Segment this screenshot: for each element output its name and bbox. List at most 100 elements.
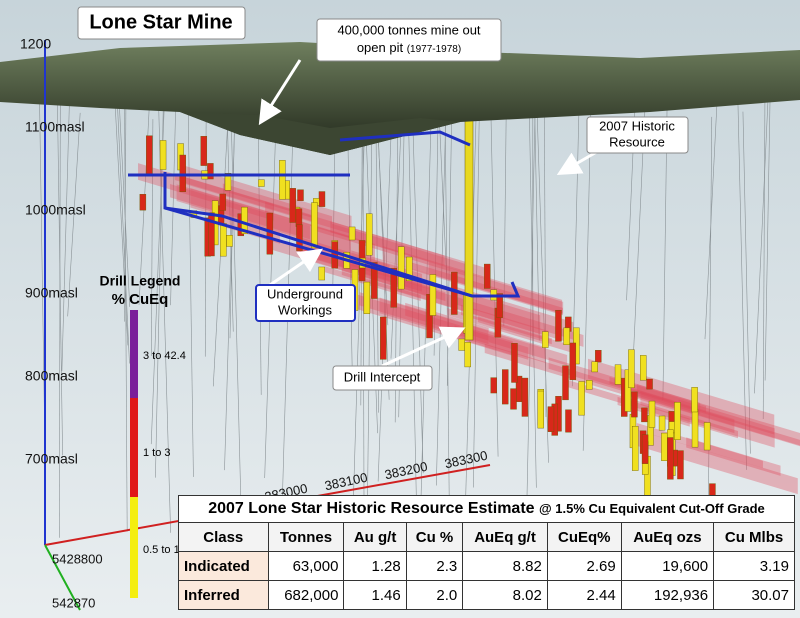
drill-trace <box>59 82 61 538</box>
drill-sample <box>614 364 622 385</box>
elevation-label: 700masl <box>25 451 78 467</box>
drill-trace <box>67 112 81 317</box>
callout-text: 400,000 tonnes mine out <box>337 22 480 37</box>
table-cell: Inferred <box>178 580 269 610</box>
resource-table: 2007 Lone Star Historic Resource Estimat… <box>178 495 795 610</box>
drill-sample <box>631 426 639 471</box>
callout-text: Resource <box>609 134 665 149</box>
resource-block <box>222 183 333 224</box>
resource-block <box>179 164 352 235</box>
table-cell: 8.82 <box>462 551 548 581</box>
northing-label: 5428800 <box>52 551 103 566</box>
header-cell: CuEq% <box>546 522 622 552</box>
drill-sample <box>521 377 529 417</box>
legend-label: 3 to 42.4 <box>143 350 186 362</box>
drill-sample <box>279 160 286 200</box>
elevation-label: 1100masl <box>25 119 85 135</box>
table-header-row: Class Tonnes Au g/t Cu % AuEq g/t CuEq% AuEq o… <box>178 522 795 552</box>
drill-sample <box>207 163 214 180</box>
drill-sample <box>658 415 666 431</box>
table-title-row: 2007 Lone Star Historic Resource Estimat… <box>178 495 795 523</box>
elevation-label: 1000masl <box>25 202 86 218</box>
drill-sample <box>224 173 232 191</box>
drill-sample <box>289 188 296 223</box>
drill-trace <box>407 102 418 520</box>
legend-title: Drill Legend <box>100 273 181 289</box>
drill-sample <box>640 355 647 381</box>
legend-swatch <box>130 497 138 598</box>
drill-sample <box>661 432 668 461</box>
drill-trace <box>526 112 536 500</box>
resource-block <box>678 399 775 448</box>
drill-sample <box>390 267 397 308</box>
drill-sample <box>502 369 509 405</box>
resource-block <box>393 278 584 347</box>
resource-block <box>636 384 800 446</box>
drill-trace <box>742 111 751 454</box>
legend-subtitle: % CuEq <box>112 291 169 308</box>
drill-sample <box>537 390 544 429</box>
header-cell: Au g/t <box>343 522 407 552</box>
table-cell: Indicated <box>178 551 269 581</box>
drill-sample <box>464 99 474 341</box>
header-cell: Tonnes <box>267 522 345 552</box>
drill-trace <box>536 89 549 463</box>
resource-block <box>488 331 568 366</box>
drill-sample <box>226 235 233 247</box>
header-cell: Cu Mlbs <box>713 522 795 552</box>
drill-sample <box>562 365 569 401</box>
callout-box <box>255 284 356 322</box>
drill-sample <box>591 361 598 373</box>
table-cell: 192,936 <box>620 580 715 610</box>
callout-text: open pit (1977-1978) <box>357 40 461 55</box>
drill-trace <box>61 81 71 372</box>
header-cell: AuEq ozs <box>620 522 715 552</box>
drill-sample <box>703 422 711 451</box>
drill-sample <box>490 377 497 394</box>
resource-block <box>137 163 274 221</box>
underground-workings <box>128 130 521 298</box>
table-cell: 682,000 <box>267 580 345 610</box>
drill-trace <box>704 94 718 340</box>
drill-trace <box>490 84 499 457</box>
callout-box <box>332 365 433 391</box>
callout-box <box>586 116 689 154</box>
drill-sample <box>648 400 656 428</box>
resource-block <box>460 304 549 342</box>
legend-label: 0.5 to 1 <box>143 544 180 556</box>
open-pit <box>180 112 460 155</box>
drill-sample <box>219 193 226 211</box>
drill-sample <box>641 407 648 423</box>
resource-block <box>428 261 564 314</box>
drill-trace <box>764 96 771 381</box>
drill-trace <box>737 97 747 470</box>
drill-trace <box>436 79 447 486</box>
callout-text: Underground <box>267 286 343 301</box>
table-row: Inferred 682,000 1.46 2.0 8.02 2.44 192,936 30.… <box>178 580 795 610</box>
drill-sample <box>371 262 378 299</box>
table-cell: 1.46 <box>343 580 407 610</box>
drill-sample <box>146 135 153 176</box>
drill-sample <box>624 369 632 412</box>
drill-sample <box>318 191 326 207</box>
table-cell: 8.02 <box>462 580 548 610</box>
drill-sample <box>631 391 638 418</box>
drill-trace <box>762 79 766 419</box>
drill-sample <box>674 402 681 440</box>
drill-trace <box>438 109 450 335</box>
resource-block <box>621 386 800 447</box>
drill-trace <box>150 78 166 445</box>
header-cell: Class <box>178 522 269 552</box>
legend-label: 1 to 3 <box>143 447 171 459</box>
drill-trace <box>224 95 236 471</box>
drill-sample <box>363 281 371 314</box>
drill-sample <box>569 342 577 381</box>
drill-trace <box>157 62 171 533</box>
table-cell: 19,600 <box>620 551 715 581</box>
drill-trace <box>257 114 262 395</box>
drill-sample <box>555 309 562 342</box>
table-cell: 3.19 <box>713 551 795 581</box>
northing-label: 542870 <box>52 595 95 610</box>
drill-sample <box>397 246 405 290</box>
